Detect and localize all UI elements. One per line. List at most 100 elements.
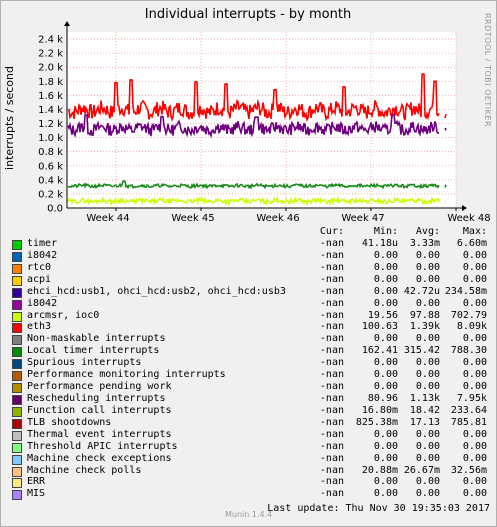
legend-cur: -nan	[319, 428, 344, 440]
y-tick-label: 0.8 k	[38, 147, 63, 158]
legend-row: acpi -nan 0.00 0.00 0.00	[12, 274, 490, 286]
legend-row: Machine check exceptions -nan 0.00 0.00 0.00	[12, 453, 490, 465]
legend-name: Performance pending work	[27, 381, 172, 393]
legend-name: Machine check exceptions	[27, 452, 172, 464]
legend-max: 32.56m	[450, 464, 487, 476]
legend-name: Performance monitoring interrupts	[27, 369, 226, 381]
legend-name: timer	[27, 238, 58, 249]
legend-avg: 0.00	[415, 249, 440, 261]
legend-min: 0.00	[373, 261, 398, 273]
legend-swatch	[12, 383, 22, 394]
legend-swatch	[12, 371, 22, 382]
series-line	[67, 180, 447, 190]
legend-row: timer -nan 41.18u 3.33m 6.60m	[12, 238, 490, 250]
legend-row: i8042 -nan 0.00 0.00 0.00	[12, 250, 490, 262]
legend-avg: 0.00	[415, 357, 440, 369]
legend-max: 788.30	[450, 345, 487, 357]
legend-avg: 0.00	[415, 381, 440, 393]
legend-name: arcmsr, ioc0	[27, 309, 100, 321]
legend-min: 19.56	[367, 309, 398, 321]
legend-swatch	[12, 359, 22, 370]
legend-max: 702.79	[450, 309, 487, 321]
legend-row: MIS -nan 0.00 0.00 0.00	[12, 488, 490, 501]
x-tick-label: Week 48	[447, 213, 490, 224]
legend-min: 0.00	[373, 369, 398, 381]
legend-cur: -nan	[319, 452, 344, 464]
x-tick-label: Week 46	[256, 213, 299, 224]
legend-swatch	[12, 240, 22, 250]
y-tick-label: 1.8 k	[38, 77, 63, 88]
legend-name: TLB shootdowns	[27, 416, 112, 428]
legend-min: 80.96	[367, 392, 398, 404]
legend-row: Thermal event interrupts -nan 0.00 0.00 0.00	[12, 429, 490, 441]
legend-swatch	[12, 418, 22, 429]
legend-avg: 0.00	[415, 333, 440, 345]
legend-cur: -nan	[319, 321, 344, 333]
legend-min: 16.80m	[361, 404, 398, 416]
y-tick-label: 0.6 k	[38, 161, 63, 172]
legend-max: 0.00	[462, 381, 487, 393]
legend-cur: -nan	[319, 357, 344, 369]
legend-name: Rescheduling interrupts	[27, 392, 166, 404]
legend-name: rtc0	[27, 261, 52, 273]
x-axis-arrow	[462, 205, 467, 211]
legend-swatch	[12, 454, 22, 465]
legend-cur: -nan	[319, 404, 344, 416]
legend-row: Performance monitoring interrupts -nan 0.0…	[12, 369, 490, 382]
legend-max: 0.00	[462, 357, 487, 369]
legend-row: arcmsr, ioc0 -nan 19.56 97.88 702.79	[12, 310, 490, 322]
legend-swatch	[12, 335, 22, 346]
legend-row: eth3 -nan 100.63 1.39k 8.09k	[12, 321, 490, 334]
legend-swatch	[12, 490, 22, 501]
legend-name: Function call interrupts	[27, 404, 172, 416]
y-tick-label: 0.2 k	[38, 189, 63, 200]
legend-max: 0.00	[462, 333, 487, 345]
legend-min: 825.38m	[355, 416, 398, 428]
y-tick-label: 1.2 k	[38, 119, 63, 130]
legend-row: Local timer interrupts -nan 162.41 315.42 78…	[12, 345, 490, 358]
legend-max: 785.81	[450, 416, 487, 428]
legend-avg: 0.00	[415, 261, 440, 273]
y-tick-label: 1.6 k	[38, 91, 63, 102]
legend-row: TLB shootdowns -nan 825.38m 17.13 785.81	[12, 417, 490, 429]
legend-name: Machine check polls	[27, 464, 142, 476]
legend-min: 0.00	[373, 273, 398, 285]
legend-row: Rescheduling interrupts -nan 80.96 1.13k 7.9…	[12, 393, 490, 405]
header-max: Max:	[462, 226, 487, 237]
legend-min: 0.00	[373, 452, 398, 464]
y-tick-label: 1.0 k	[38, 133, 63, 144]
legend-cur: -nan	[319, 464, 344, 476]
legend-min: 0.00	[373, 357, 398, 369]
legend-name: Threshold APIC interrupts	[27, 440, 178, 452]
legend-max: 233.64	[450, 404, 487, 416]
legend-row: i8042 -nan 0.00 0.00 0.00	[12, 298, 490, 310]
legend-swatch	[12, 287, 22, 298]
header-avg: Avg:	[415, 226, 440, 237]
header-cur: Cur:	[319, 226, 344, 237]
legend-avg: 97.88	[409, 309, 440, 321]
legend-row: Non-maskable interrupts -nan 0.00 0.00 0.00	[12, 333, 490, 346]
legend-swatch	[12, 430, 22, 441]
chart-title: Individual interrupts - by month	[145, 7, 351, 22]
legend-name: i8042	[27, 297, 58, 309]
legend-min: 41.18u	[361, 238, 398, 249]
legend-avg: 1.13k	[409, 392, 440, 404]
legend-min: 0.00	[373, 428, 398, 440]
legend-max: 0.00	[462, 297, 487, 309]
legend-row: Spurious interrupts -nan 0.00 0.00 0.00	[12, 357, 490, 370]
y-tick-label: 2.4 k	[38, 35, 63, 46]
series-line	[67, 195, 447, 207]
legend-cur: -nan	[319, 238, 344, 249]
legend-max: 7.95k	[456, 392, 487, 404]
legend-cur: -nan	[319, 309, 344, 321]
legend-min: 0.00	[373, 249, 398, 261]
y-tick-label: 2.2 k	[38, 49, 63, 60]
legend-header: Cur: Min: Avg: Max:	[12, 226, 490, 238]
legend-max: 0.00	[462, 488, 487, 500]
y-tick-label: 0.4 k	[38, 175, 63, 186]
legend-cur: -nan	[319, 381, 344, 393]
series-line	[67, 113, 447, 139]
legend-max: 0.00	[462, 428, 487, 440]
x-tick-label: Week 45	[171, 213, 214, 224]
legend-max: 6.60m	[456, 238, 487, 249]
